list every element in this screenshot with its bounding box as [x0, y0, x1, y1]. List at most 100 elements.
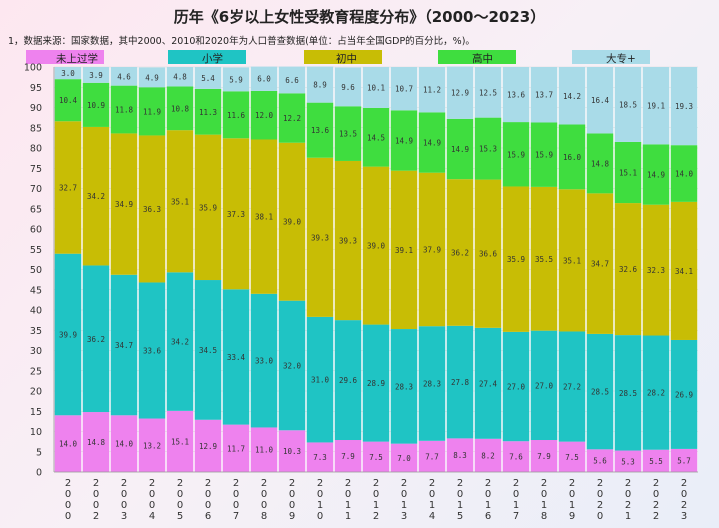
data-label: 14.9	[423, 139, 441, 148]
data-label: 10.9	[87, 101, 105, 110]
x-tick-label: 1	[345, 500, 351, 511]
x-tick-label: 1	[541, 500, 547, 511]
data-label: 38.1	[255, 213, 273, 222]
legend-label: 未上过学	[56, 53, 98, 65]
bar-segment	[614, 141, 642, 204]
data-label: 39.3	[339, 237, 357, 246]
bar-segment	[362, 107, 390, 167]
legend-label: 高中	[472, 53, 493, 65]
x-tick-label: 0	[65, 500, 71, 511]
bar-segment	[110, 67, 138, 86]
x-tick-label: 2	[345, 478, 351, 489]
bar-segment	[306, 442, 334, 472]
data-label: 16.4	[591, 96, 610, 105]
bar-segment	[54, 79, 82, 122]
x-tick-label: 2	[93, 511, 99, 522]
bar-segment	[138, 87, 166, 136]
x-tick-label: 1	[373, 500, 379, 511]
data-label: 34.2	[171, 338, 189, 347]
x-tick-label: 0	[401, 489, 407, 500]
data-label: 5.9	[229, 75, 243, 84]
x-tick-label: 9	[569, 511, 575, 522]
x-tick-label: 0	[485, 489, 491, 500]
bar-segment	[530, 122, 558, 187]
x-tick-label: 6	[205, 511, 211, 522]
bar-segment	[306, 157, 334, 317]
data-label: 4.9	[145, 73, 159, 82]
data-label: 7.6	[509, 453, 523, 462]
bar-segment	[642, 204, 670, 336]
bar-segment	[474, 117, 502, 180]
bar-segment	[334, 160, 362, 321]
y-tick-label: 65	[30, 204, 42, 215]
bar-segment	[278, 430, 306, 472]
x-tick-label: 1	[317, 500, 323, 511]
x-tick-label: 2	[541, 478, 547, 489]
data-label: 4.8	[173, 73, 187, 82]
data-label: 7.5	[369, 453, 383, 462]
y-tick-label: 30	[30, 346, 42, 357]
data-label: 13.6	[507, 91, 526, 100]
x-tick-label: 0	[205, 500, 211, 511]
bar-segment	[362, 324, 390, 442]
legend-swatch	[572, 50, 650, 64]
bar-segment	[586, 133, 614, 194]
bar-segment	[418, 440, 446, 472]
data-label: 6.0	[257, 75, 271, 84]
x-tick-label: 5	[457, 511, 463, 522]
data-label: 11.3	[199, 108, 217, 117]
x-tick-label: 2	[681, 500, 687, 511]
y-tick-label: 90	[30, 103, 42, 114]
x-tick-label: 2	[149, 478, 155, 489]
bar-segment	[642, 144, 670, 205]
data-label: 35.9	[199, 203, 217, 212]
data-label: 27.2	[563, 383, 581, 392]
x-tick-label: 1	[485, 500, 491, 511]
y-tick-label: 5	[36, 447, 42, 458]
data-label: 33.0	[255, 357, 274, 366]
data-label: 34.2	[87, 192, 105, 201]
data-label: 34.7	[591, 260, 609, 269]
bar-segment	[502, 122, 530, 187]
bar-segment	[194, 88, 222, 135]
bar-segment	[614, 67, 642, 142]
bar-segment	[586, 193, 614, 334]
x-tick-label: 2	[429, 478, 435, 489]
bar-segment	[334, 320, 362, 441]
bar-segment	[334, 440, 362, 472]
bar-segment	[390, 170, 418, 330]
bar-segment	[530, 186, 558, 331]
bar-segment	[474, 438, 502, 472]
x-tick-label: 2	[373, 511, 379, 522]
data-label: 14.8	[87, 438, 106, 447]
data-label: 33.6	[143, 347, 162, 356]
bar-segment	[250, 66, 278, 91]
bar-segment	[54, 415, 82, 472]
bar-segment	[530, 440, 558, 472]
data-label: 7.9	[537, 452, 551, 461]
x-tick-label: 2	[401, 478, 407, 489]
bar-segment	[194, 280, 222, 420]
x-tick-label: 2	[177, 478, 183, 489]
bar-segment	[474, 327, 502, 439]
x-tick-label: 2	[65, 478, 71, 489]
data-label: 34.7	[115, 341, 133, 350]
data-label: 3.0	[61, 69, 75, 78]
legend-swatch	[26, 50, 104, 64]
bar-segment	[642, 449, 670, 472]
data-label: 32.6	[619, 265, 638, 274]
bar-segment	[558, 331, 586, 442]
data-label: 7.0	[397, 454, 411, 463]
data-label: 13.6	[311, 126, 330, 135]
bar-segment	[138, 282, 166, 419]
data-label: 33.4	[227, 353, 246, 362]
data-label: 28.3	[395, 382, 413, 391]
data-label: 5.4	[201, 74, 215, 83]
data-label: 7.9	[341, 452, 355, 461]
bar-segment	[138, 67, 166, 88]
bar-segment	[166, 130, 194, 273]
bar-segment	[362, 441, 390, 472]
bar-segment	[194, 419, 222, 472]
data-label: 11.6	[227, 111, 246, 120]
x-tick-label: 2	[205, 478, 211, 489]
